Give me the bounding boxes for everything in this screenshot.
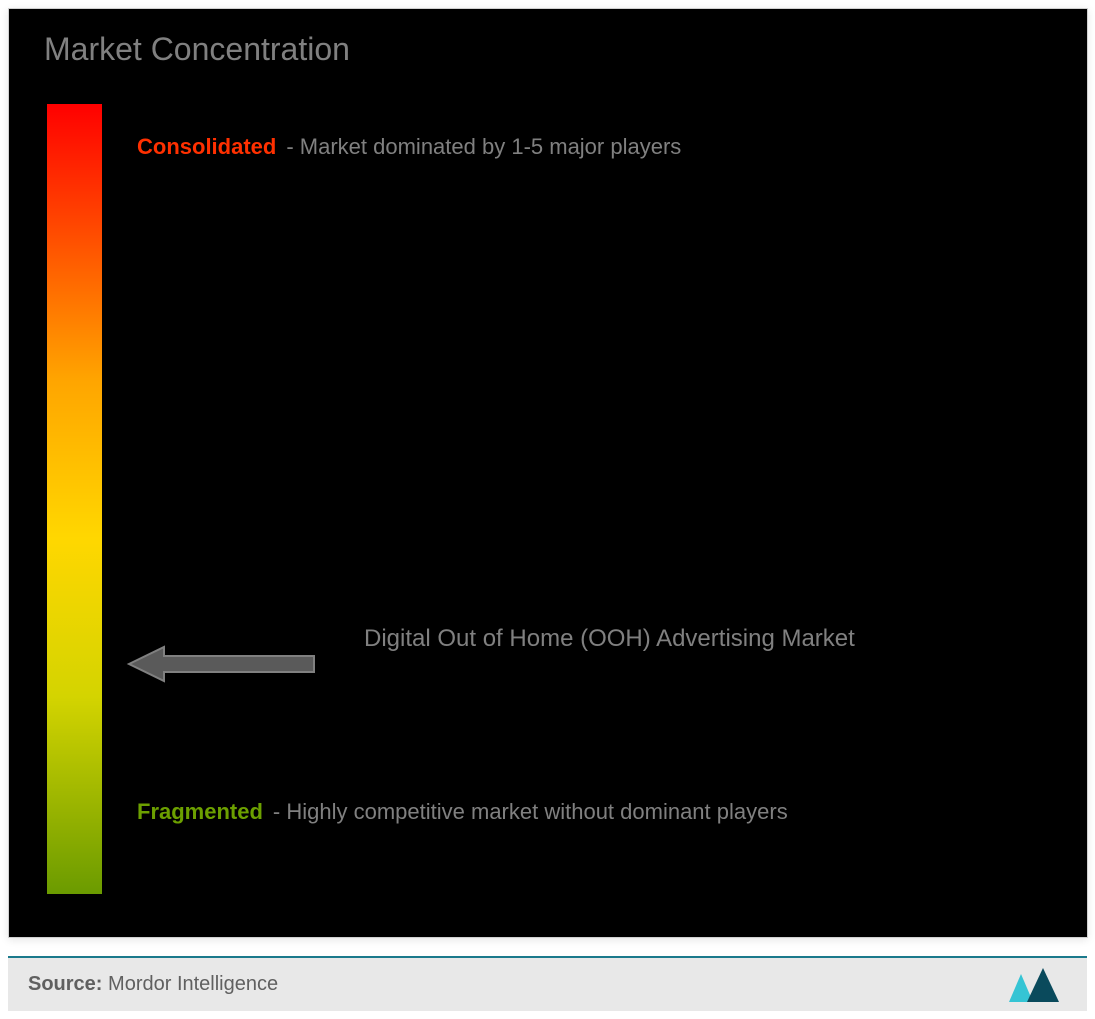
source-value: Mordor Intelligence [108, 973, 278, 995]
source-attribution: Source: Mordor Intelligence [28, 973, 278, 996]
consolidated-label: Consolidated [137, 134, 276, 160]
concentration-gradient-bar [47, 104, 102, 894]
mordor-logo-icon [1007, 966, 1067, 1004]
fragmented-annotation: Fragmented - Highly competitive market w… [137, 799, 788, 825]
source-label: Source: [28, 973, 102, 995]
fragmented-description: - Highly competitive market without domi… [273, 799, 788, 825]
fragmented-label: Fragmented [137, 799, 263, 825]
footer-content: Source: Mordor Intelligence [8, 958, 1087, 1011]
market-name-label: Digital Out of Home (OOH) Advertising Ma… [364, 622, 855, 656]
chart-title: Market Concentration [44, 31, 350, 68]
chart-container: Market Concentration Consolidated - Mark… [8, 8, 1088, 938]
footer: Source: Mordor Intelligence [8, 956, 1087, 1011]
consolidated-description: - Market dominated by 1-5 major players [286, 134, 681, 160]
market-position-arrow [124, 644, 319, 689]
consolidated-annotation: Consolidated - Market dominated by 1-5 m… [137, 134, 681, 160]
